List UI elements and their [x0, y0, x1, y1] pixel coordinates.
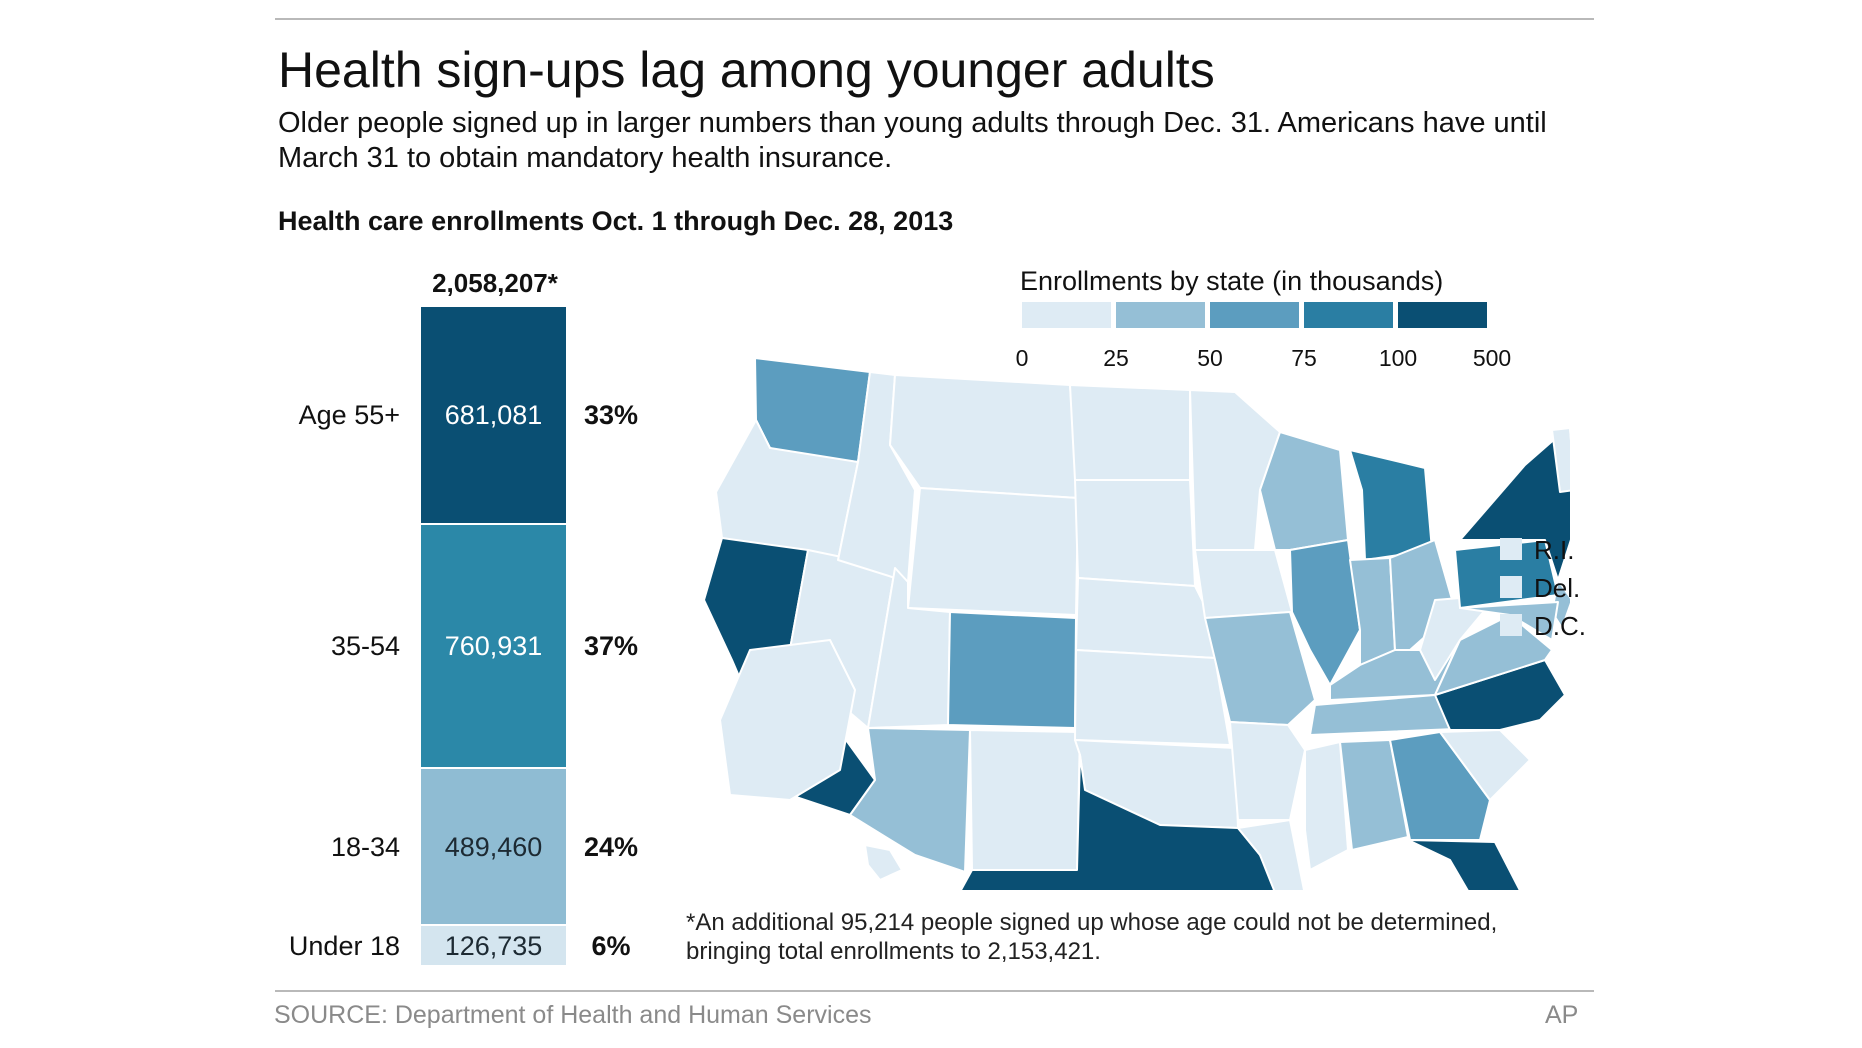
state-in [1349, 557, 1396, 666]
bar-percent-label: 6% [591, 930, 631, 961]
state-ne [1075, 577, 1216, 659]
legend-tick-label: 0 [1015, 345, 1029, 371]
bar-value-label: 489,460 [444, 831, 543, 862]
bar-chart-title: Health care enrollments Oct. 1 through D… [278, 206, 954, 236]
legend-tick-label: 500 [1472, 345, 1512, 371]
chart-subtitle: Older people signed up in larger numbers… [278, 107, 1547, 174]
state-sd [1074, 479, 1196, 587]
small-state-swatch [1500, 614, 1522, 636]
total-label: 2,058,207* [432, 268, 558, 298]
state-mo [1204, 611, 1316, 726]
bar-value-label: 681,081 [444, 400, 543, 431]
state-wa [754, 357, 871, 463]
bar-percent-label: 33% [583, 400, 639, 431]
state-vt [1551, 427, 1570, 493]
state-nd [1069, 384, 1191, 481]
bar-category-label: 18-34 [330, 831, 400, 862]
bar-percent-label: 24% [583, 831, 639, 862]
state-mi [1349, 449, 1433, 561]
state-ms [1304, 741, 1349, 871]
state-wy [907, 487, 1079, 616]
bar-value-label: 760,931 [444, 631, 543, 662]
state-mt [889, 374, 1079, 499]
state-nm [969, 729, 1081, 871]
bar-percent-label: 37% [583, 631, 639, 662]
state-hi [864, 844, 903, 881]
footnote: *An additional 95,214 people signed up w… [686, 909, 1498, 965]
small-state-label: R.I. [1534, 535, 1575, 565]
bottom-rule [275, 990, 1594, 992]
bar-segment-1 [421, 525, 566, 768]
legend-swatch-4 [1398, 302, 1487, 328]
state-al [1339, 739, 1409, 851]
state-md [1459, 601, 1559, 641]
state-fl [1407, 839, 1521, 890]
source-line: SOURCE: Department of Health and Human S… [274, 1001, 872, 1029]
state-tx [959, 754, 1278, 890]
map-legend-title: Enrollments by state (in thousands) [1020, 266, 1444, 296]
small-state-label: Del. [1534, 573, 1581, 603]
small-state-label: D.C. [1534, 611, 1586, 641]
state-ga [1389, 731, 1491, 841]
bar-category-label: Under 18 [288, 930, 400, 961]
state-ks [1074, 649, 1231, 746]
us-enrollment-map [703, 357, 1570, 890]
legend-swatch-3 [1304, 302, 1393, 328]
bar-segment-2 [421, 769, 566, 925]
state-wi [1259, 431, 1349, 551]
chart-title: Health sign-ups lag among younger adults [278, 42, 1215, 98]
legend-tick-label: 50 [1197, 345, 1223, 371]
legend-swatch-0 [1022, 302, 1111, 328]
state-va [1434, 614, 1553, 696]
state-la [1237, 819, 1306, 890]
legend-tick-label: 100 [1378, 345, 1418, 371]
bar-segment-3 [421, 926, 566, 965]
legend-tick-label: 25 [1103, 345, 1129, 371]
bar-category-label: 35-54 [330, 631, 400, 662]
credit-line: AP [1545, 1001, 1579, 1029]
legend-swatch-1 [1116, 302, 1205, 328]
state-ar [1229, 721, 1306, 821]
top-rule [275, 18, 1594, 20]
legend-swatch-2 [1210, 302, 1299, 328]
legend-tick-label: 75 [1291, 345, 1317, 371]
state-ia [1194, 549, 1293, 619]
small-state-swatch [1500, 576, 1522, 598]
small-state-swatch [1500, 538, 1522, 560]
state-ak [719, 639, 856, 801]
bar-category-label: Age 55+ [298, 400, 400, 431]
bar-segment-0 [421, 307, 566, 524]
state-co [947, 611, 1077, 729]
state-ny [1459, 429, 1570, 581]
bar-value-label: 126,735 [444, 930, 543, 961]
